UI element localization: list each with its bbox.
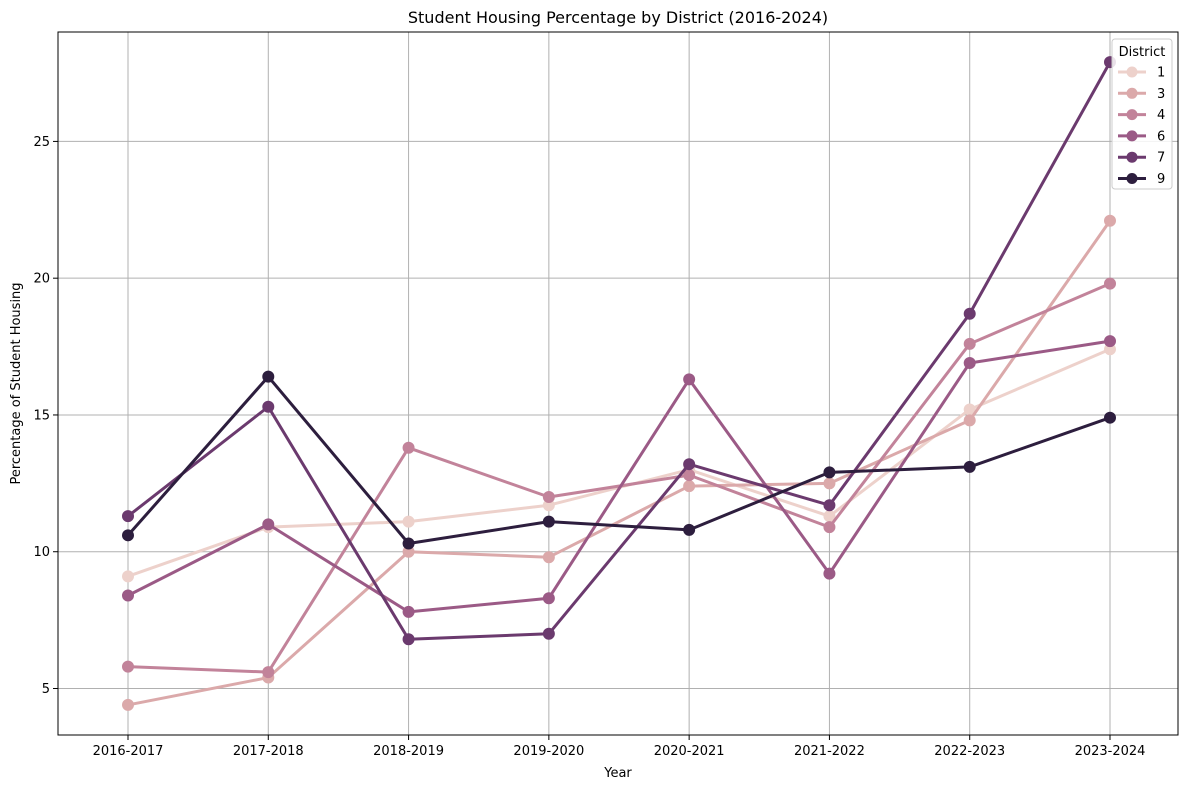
y-tick-label: 20 <box>33 272 50 287</box>
x-tick-label: 2022-2023 <box>934 744 1005 759</box>
legend-label: 9 <box>1157 172 1165 187</box>
data-point <box>542 491 555 504</box>
legend-label: 4 <box>1157 108 1165 123</box>
y-tick-label: 15 <box>33 408 50 423</box>
legend-item: 4 <box>1118 108 1165 123</box>
data-point <box>262 400 275 413</box>
x-tick-label: 2016-2017 <box>93 744 164 759</box>
data-point <box>1104 277 1116 290</box>
data-point <box>542 515 555 528</box>
data-point <box>262 518 275 531</box>
series-district-9 <box>122 370 1116 550</box>
data-point <box>683 458 696 471</box>
legend-label: 3 <box>1157 87 1165 102</box>
ticks: 2016-2017 2017-2018 2018-2019 2019-2020 2020… <box>33 135 1145 759</box>
y-tick-label: 10 <box>33 545 50 560</box>
data-point <box>122 698 134 711</box>
legend-label: 6 <box>1157 129 1165 144</box>
series-layer <box>122 56 1116 711</box>
x-tick-label: 2018-2019 <box>373 744 444 759</box>
series-line <box>126 219 1112 707</box>
data-point <box>122 589 134 602</box>
data-point <box>402 605 415 618</box>
series-district-3 <box>122 214 1116 711</box>
data-point <box>1104 214 1116 227</box>
legend-item: 3 <box>1118 87 1165 102</box>
series-district-7 <box>122 56 1116 646</box>
legend-item: 6 <box>1118 129 1165 144</box>
data-point <box>963 356 976 369</box>
data-point <box>683 480 696 493</box>
data-point <box>823 567 836 580</box>
data-point <box>823 477 836 490</box>
data-point <box>1104 411 1116 424</box>
legend-item: 7 <box>1118 151 1165 166</box>
y-axis-title: Percentage of Student Housing <box>9 282 24 484</box>
data-point <box>542 592 555 605</box>
data-point <box>122 570 134 583</box>
data-point <box>963 337 976 350</box>
data-point <box>963 460 976 473</box>
series-line <box>126 339 1112 614</box>
series-district-6 <box>122 335 1116 618</box>
data-point <box>122 529 134 542</box>
legend-items: 1 3 4 6 7 9 <box>1118 66 1165 187</box>
legend-label: 1 <box>1157 66 1165 81</box>
plot-frame <box>57 31 1179 736</box>
series-line <box>126 375 1112 546</box>
legend-title: District <box>1119 45 1166 60</box>
data-point <box>122 660 134 673</box>
data-point <box>1104 335 1116 348</box>
data-point <box>823 521 836 534</box>
data-point <box>262 370 275 383</box>
data-point <box>823 466 836 479</box>
data-point <box>683 469 696 482</box>
data-point <box>683 523 696 536</box>
chart-title: Student Housing Percentage by District (… <box>408 8 828 27</box>
data-point <box>262 666 275 679</box>
data-point <box>122 510 134 523</box>
legend-marker <box>1126 151 1138 163</box>
series-line <box>126 60 1112 641</box>
x-tick-label: 2019-2020 <box>513 744 584 759</box>
data-point <box>823 499 836 512</box>
x-tick-label: 2017-2018 <box>233 744 304 759</box>
legend-marker <box>1126 130 1138 142</box>
legend-marker <box>1126 173 1138 184</box>
y-tick-label: 25 <box>33 135 50 150</box>
data-point <box>542 627 555 640</box>
data-point <box>402 515 415 528</box>
legend: District 1 3 4 6 7 9 <box>1111 38 1173 190</box>
x-tick-label: 2020-2021 <box>654 744 725 759</box>
legend-marker <box>1126 109 1138 121</box>
x-tick-label: 2021-2022 <box>794 744 865 759</box>
legend-item: 9 <box>1118 172 1165 187</box>
data-point <box>402 633 415 646</box>
legend-marker <box>1126 87 1138 99</box>
legend-item: 1 <box>1118 66 1165 81</box>
y-tick-label: 5 <box>42 682 50 697</box>
data-point <box>402 537 415 550</box>
x-tick-label: 2023-2024 <box>1075 744 1146 759</box>
x-axis-title: Year <box>603 766 632 781</box>
data-point <box>402 441 415 454</box>
data-point <box>963 307 976 320</box>
data-point <box>963 414 976 427</box>
data-point <box>683 373 696 386</box>
legend-marker <box>1126 66 1138 78</box>
legend-label: 7 <box>1157 151 1165 166</box>
data-point <box>542 551 555 564</box>
